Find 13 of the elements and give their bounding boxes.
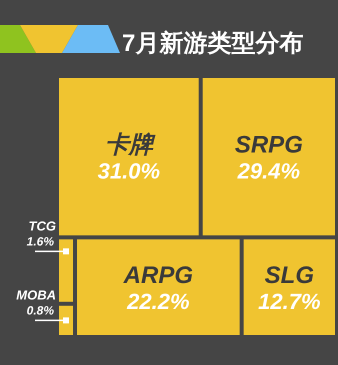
data-label: 22.2% [126,289,190,314]
data-label: 0.8% [26,303,54,318]
category-label: MOBA [16,287,56,302]
text: 7月新游类型分布 [122,30,304,57]
data-label: 12.7% [258,289,321,314]
category-label: 卡牌 [104,132,156,159]
data-label: 1.6% [26,234,54,248]
data-label: 31.0% [98,158,160,184]
data-label: 29.4% [236,158,300,184]
category-label: TCG [28,218,56,234]
category-label: ARPG [122,262,194,290]
category-label: SLG [264,262,314,290]
category-label: SRPG [234,132,303,159]
